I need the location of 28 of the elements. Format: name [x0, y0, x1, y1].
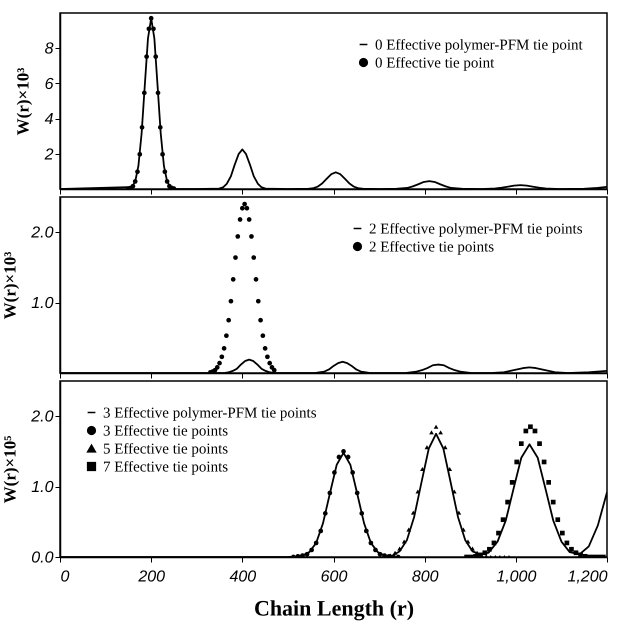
y-tick-label: 6 — [44, 76, 54, 93]
y-axis-title: W(r)×10³ — [14, 68, 33, 136]
legend-label: 5 Effective tie points — [103, 442, 228, 458]
y-tick-label: 2 — [44, 146, 54, 164]
y-tick-label: 4 — [44, 111, 54, 128]
y-tick-label: 2.0 — [30, 224, 54, 242]
y-tick-label: 8 — [44, 40, 54, 58]
y-tick-label: 1.0 — [31, 479, 54, 496]
legend-label: 2 Effective polymer-PFM tie points — [369, 222, 583, 238]
x-tick-label: 400 — [229, 568, 256, 586]
x-tick-label: 1,000 — [496, 568, 536, 586]
y-axis-title: W(r)×10³ — [0, 252, 20, 320]
y-axis-title: W(r)×10⁵ — [0, 436, 20, 504]
legend-label: 3 Effective polymer-PFM tie points — [103, 406, 317, 422]
x-axis-title: Chain Length (r) — [254, 596, 414, 620]
legend-label: 3 Effective tie points — [103, 424, 228, 440]
y-tick-label: 0.0 — [31, 550, 54, 566]
x-tick-label: 200 — [137, 568, 166, 586]
x-tick-label: 1,200 — [567, 568, 608, 586]
legend-label: 0 Effective polymer-PFM tie point — [375, 38, 584, 54]
legend-label: 0 Effective tie point — [375, 56, 496, 72]
x-tick-label: 800 — [412, 568, 439, 586]
legend-label: 7 Effective tie points — [103, 460, 228, 476]
x-tick-label: 0 — [60, 568, 70, 586]
y-tick-label: 1.0 — [31, 295, 54, 312]
y-tick-label: 2.0 — [30, 408, 54, 426]
x-tick-label: 600 — [320, 568, 348, 586]
legend-label: 2 Effective tie points — [369, 240, 494, 256]
